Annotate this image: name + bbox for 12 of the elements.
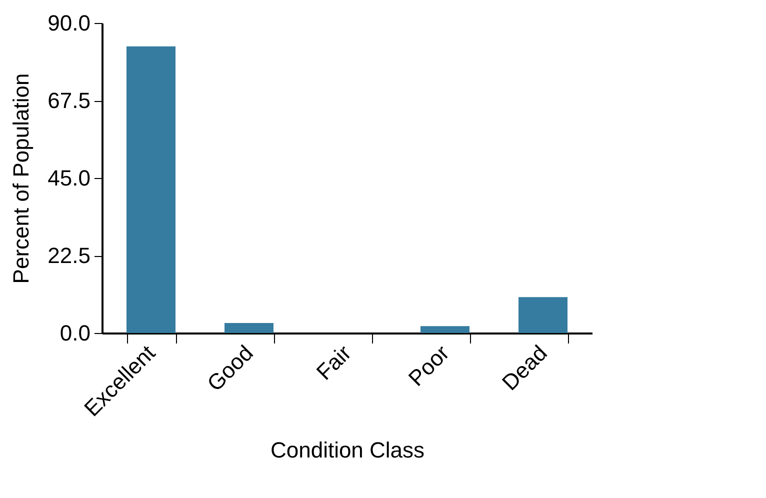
y-tick-label: 0.0 [60, 320, 90, 346]
y-tick-label: 90.0 [48, 10, 90, 36]
y-tick-label: 67.5 [48, 88, 90, 113]
bar [224, 323, 274, 333]
y-tick-label: 22.5 [48, 243, 90, 268]
y-axis-title: Percent of Population [8, 73, 34, 284]
bar [420, 326, 470, 333]
bar [126, 46, 176, 333]
x-axis-title: Condition Class [270, 437, 425, 462]
y-tick-label: 45.0 [48, 166, 90, 190]
bar [518, 297, 568, 333]
x-tick-label: Fair [312, 340, 356, 385]
